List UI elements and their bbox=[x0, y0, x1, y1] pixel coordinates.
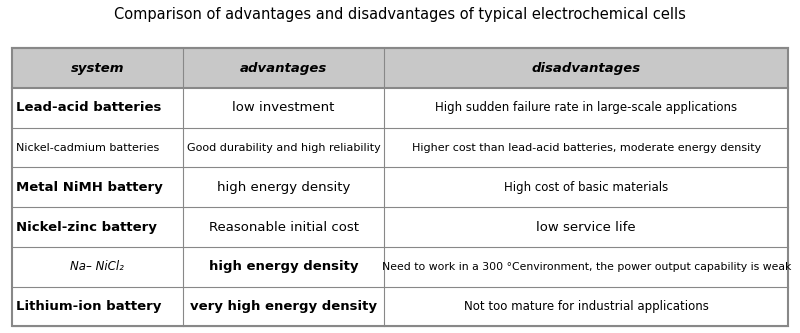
Text: low service life: low service life bbox=[537, 220, 636, 233]
Text: Reasonable initial cost: Reasonable initial cost bbox=[209, 220, 358, 233]
Bar bbox=[12, 48, 788, 326]
Text: Comparison of advantages and disadvantages of typical electrochemical cells: Comparison of advantages and disadvantag… bbox=[114, 7, 686, 23]
Text: Nickel-cadmium batteries: Nickel-cadmium batteries bbox=[16, 143, 159, 153]
Bar bbox=[12, 167, 788, 207]
Text: Lithium-ion battery: Lithium-ion battery bbox=[16, 300, 162, 313]
Text: Lead-acid batteries: Lead-acid batteries bbox=[16, 101, 162, 114]
Bar bbox=[12, 207, 788, 247]
Text: Nickel-zinc battery: Nickel-zinc battery bbox=[16, 220, 157, 233]
Text: advantages: advantages bbox=[240, 62, 327, 75]
Text: High sudden failure rate in large-scale applications: High sudden failure rate in large-scale … bbox=[435, 101, 738, 114]
Text: system: system bbox=[70, 62, 124, 75]
Text: high energy density: high energy density bbox=[217, 181, 350, 194]
Text: high energy density: high energy density bbox=[209, 260, 358, 273]
Bar bbox=[12, 48, 788, 88]
Bar bbox=[12, 128, 788, 167]
Text: Good durability and high reliability: Good durability and high reliability bbox=[186, 143, 381, 153]
Text: Higher cost than lead-acid batteries, moderate energy density: Higher cost than lead-acid batteries, mo… bbox=[412, 143, 761, 153]
Text: low investment: low investment bbox=[233, 101, 334, 114]
Bar bbox=[12, 88, 788, 128]
Bar bbox=[12, 247, 788, 287]
Text: Need to work in a 300 °Cenvironment, the power output capability is weak: Need to work in a 300 °Cenvironment, the… bbox=[382, 262, 791, 272]
Text: Metal NiMH battery: Metal NiMH battery bbox=[16, 181, 162, 194]
Text: disadvantages: disadvantages bbox=[532, 62, 641, 75]
Text: High cost of basic materials: High cost of basic materials bbox=[504, 181, 668, 194]
Text: Not too mature for industrial applications: Not too mature for industrial applicatio… bbox=[464, 300, 709, 313]
Bar bbox=[12, 287, 788, 326]
Text: Na– NiCl₂: Na– NiCl₂ bbox=[70, 260, 124, 273]
Text: very high energy density: very high energy density bbox=[190, 300, 377, 313]
